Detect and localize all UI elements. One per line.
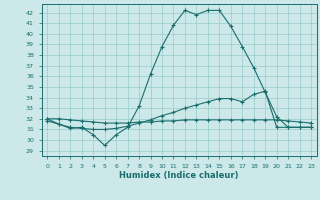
X-axis label: Humidex (Indice chaleur): Humidex (Indice chaleur) bbox=[119, 171, 239, 180]
